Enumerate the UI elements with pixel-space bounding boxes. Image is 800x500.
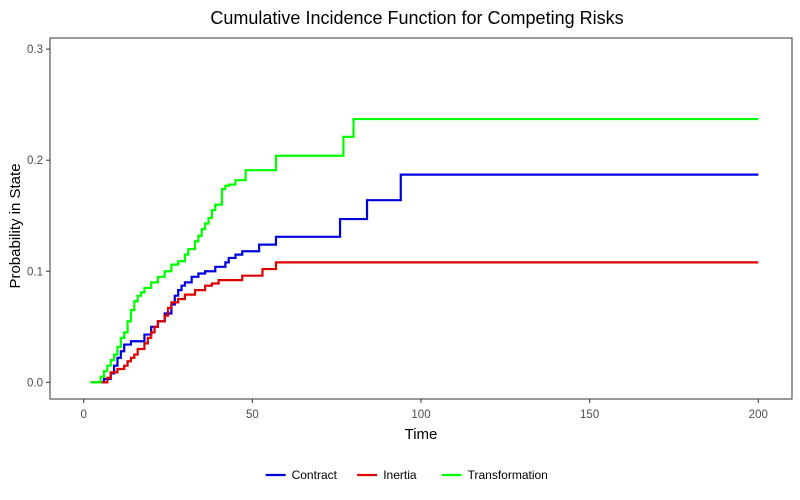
series-line-contract [90,173,759,384]
y-tick-label: 0.2 [27,155,43,167]
y-tick-label: 0.3 [27,44,43,56]
y-tick-label: 0.1 [27,266,43,278]
x-tick-label: 0 [81,409,87,421]
x-tick-label: 100 [411,409,430,421]
plot-area: 0.0 0.1 0.2 0.3 0 50 100 150 200 [27,37,793,421]
x-axis-title: Time [405,426,438,443]
series-line-transformation [90,117,759,384]
legend-label-contract: Contract [292,468,338,482]
panel-border [49,37,793,400]
y-axis-title: Probability in State [7,163,24,288]
x-tick-label: 200 [749,409,768,421]
x-tick-label: 50 [246,409,259,421]
legend-label-transformation: Transformation [468,468,548,482]
y-tick-label: 0.0 [27,377,43,389]
series-line-inertia [90,261,759,384]
chart-title: Cumulative Incidence Function for Compet… [210,8,623,28]
legend-label-inertia: Inertia [383,468,417,482]
x-tick-label: 150 [580,409,599,421]
legend: Contract Inertia Transformation [265,468,548,482]
